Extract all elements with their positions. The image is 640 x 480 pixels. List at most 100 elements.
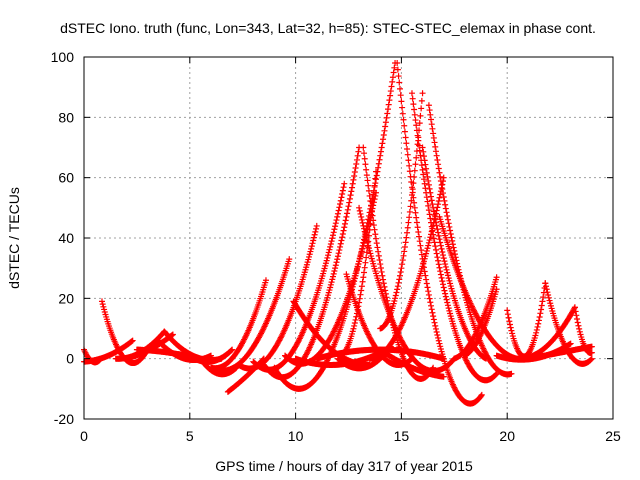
data-point xyxy=(339,191,346,198)
data-point xyxy=(129,337,136,344)
data-point xyxy=(428,116,435,123)
data-series-arc xyxy=(313,346,447,362)
data-point xyxy=(391,64,398,71)
data-point xyxy=(331,226,338,233)
data-point xyxy=(337,201,344,208)
data-point xyxy=(442,205,449,212)
data-point xyxy=(433,329,440,336)
data-point xyxy=(504,307,511,314)
data-point xyxy=(411,167,418,174)
data-point xyxy=(406,162,413,169)
data-point xyxy=(327,284,334,291)
data-point xyxy=(430,316,437,323)
data-point xyxy=(505,314,512,321)
data-point xyxy=(328,238,335,245)
data-point xyxy=(411,111,418,118)
data-point xyxy=(399,261,406,268)
data-point xyxy=(534,323,541,330)
data-point xyxy=(421,268,428,275)
data-point xyxy=(430,204,437,211)
data-point xyxy=(308,245,315,252)
data-point xyxy=(100,303,107,310)
data-series-arc xyxy=(493,340,574,363)
data-point xyxy=(387,344,394,351)
data-point xyxy=(426,237,433,244)
data-point xyxy=(417,152,424,159)
data-point xyxy=(369,212,376,219)
data-point xyxy=(365,182,372,189)
data-point xyxy=(368,207,375,214)
data-point xyxy=(375,164,382,171)
data-point xyxy=(420,148,427,155)
data-point xyxy=(359,219,366,226)
data-point xyxy=(348,188,355,195)
data-point xyxy=(542,283,549,290)
data-point xyxy=(360,274,367,281)
data-point xyxy=(363,236,370,243)
data-point xyxy=(329,276,336,283)
data-point xyxy=(483,355,490,362)
data-point xyxy=(416,238,423,245)
data-point xyxy=(446,223,453,230)
data-point xyxy=(327,281,334,288)
data-point xyxy=(431,319,438,326)
data-series-arc xyxy=(207,277,269,372)
data-point xyxy=(228,347,235,354)
data-point xyxy=(394,283,401,290)
data-point xyxy=(425,181,432,188)
data-point xyxy=(357,291,364,298)
data-point xyxy=(366,192,373,199)
data-point xyxy=(340,184,347,191)
data-point xyxy=(423,280,430,287)
data-point xyxy=(428,193,435,200)
x-tick-label: 5 xyxy=(186,428,194,444)
data-point xyxy=(449,237,456,244)
data-point xyxy=(430,235,437,242)
data-point xyxy=(354,306,361,313)
data-point xyxy=(447,227,454,234)
data-point xyxy=(329,235,336,242)
data-point xyxy=(362,259,369,266)
data-point xyxy=(370,217,377,224)
data-point xyxy=(437,345,444,352)
data-point xyxy=(307,248,314,255)
data-point xyxy=(400,116,407,123)
data-point xyxy=(350,325,357,332)
data-point xyxy=(332,223,339,230)
data-point xyxy=(351,320,358,327)
data-point xyxy=(364,239,371,246)
x-tick-label: 0 xyxy=(80,428,88,444)
data-point xyxy=(444,269,451,276)
data-point xyxy=(443,266,450,273)
y-tick-label: 0 xyxy=(66,351,74,367)
data-point xyxy=(358,216,365,223)
data-point xyxy=(357,210,364,217)
data-point xyxy=(412,161,419,168)
data-point xyxy=(413,214,420,221)
data-point xyxy=(506,318,513,325)
data-point xyxy=(262,277,269,284)
data-point xyxy=(396,272,403,279)
y-tick-label: 60 xyxy=(58,170,74,186)
data-point xyxy=(435,229,442,236)
data-point xyxy=(436,169,443,176)
data-point xyxy=(372,175,379,182)
data-point xyxy=(406,208,413,215)
data-point xyxy=(428,306,435,313)
data-point xyxy=(421,180,428,187)
data-point xyxy=(433,207,440,214)
data-point xyxy=(403,140,410,147)
data-point xyxy=(375,160,382,167)
data-point xyxy=(426,211,433,218)
data-point xyxy=(353,160,360,167)
data-point xyxy=(330,270,337,277)
data-point xyxy=(401,128,408,135)
data-series-arc xyxy=(451,274,500,362)
data-point xyxy=(361,269,368,276)
data-point xyxy=(508,327,515,334)
data-point xyxy=(493,286,500,293)
data-point xyxy=(440,355,447,362)
data-point xyxy=(411,199,418,206)
data-point xyxy=(412,117,419,124)
data-point xyxy=(402,239,409,246)
